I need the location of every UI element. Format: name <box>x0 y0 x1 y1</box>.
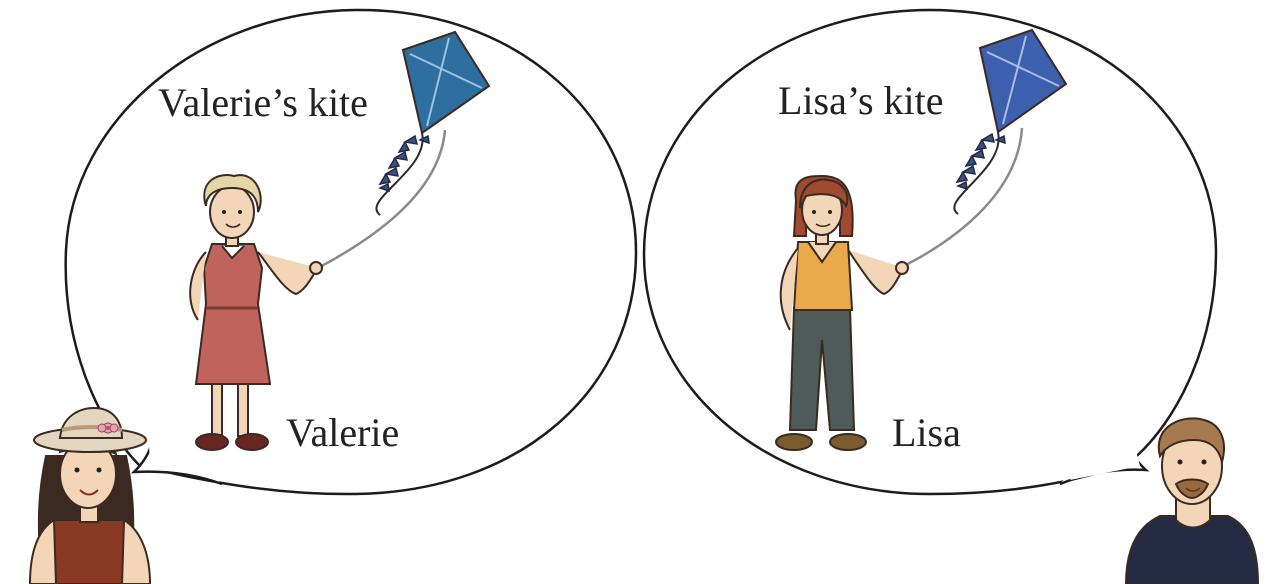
lisa-kite-label: Lisa’s kite <box>778 78 944 123</box>
lisa-label: Lisa <box>892 410 961 455</box>
valerie-label: Valerie <box>286 410 399 455</box>
kite-tail-bows-left <box>378 134 430 193</box>
lisa-kite <box>903 28 1068 268</box>
kite-tail-bows-right <box>955 132 1006 191</box>
valerie-figure <box>189 174 323 451</box>
bearded-man-speaker <box>1124 417 1260 584</box>
hat-flower-icon <box>97 422 119 434</box>
valerie-kite-label: Valerie’s kite <box>158 80 368 125</box>
woman-with-hat-speaker <box>28 406 152 584</box>
valerie-kite <box>317 30 491 270</box>
lisa-figure <box>775 174 909 451</box>
